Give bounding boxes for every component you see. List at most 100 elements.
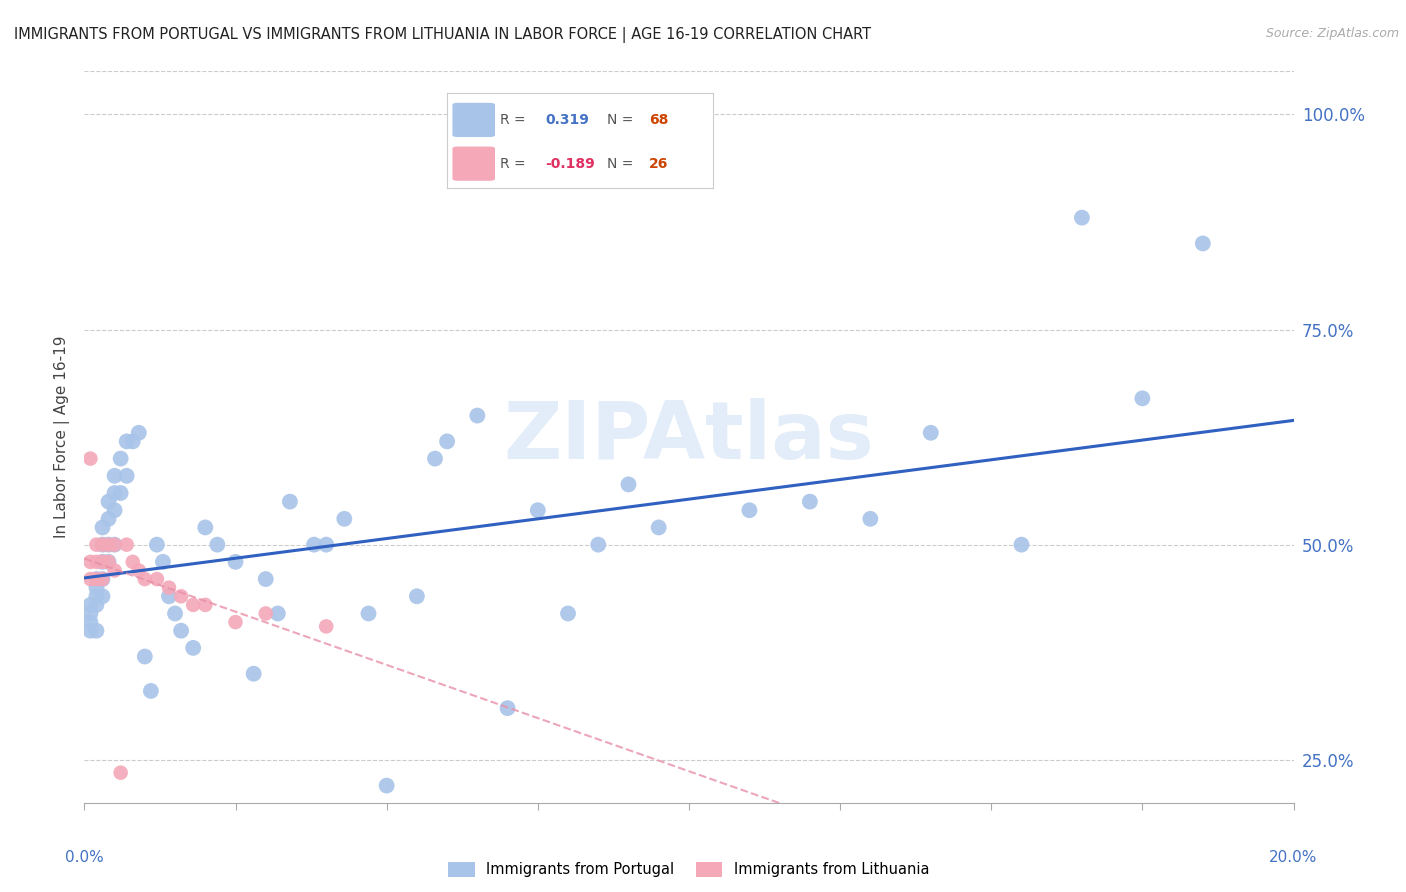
Point [104,538,127,552]
Text: Source: ZipAtlas.com: Source: ZipAtlas.com [1265,27,1399,40]
Point [97,538,120,552]
Point [91,572,114,586]
Y-axis label: In Labor Force | Age 16-19: In Labor Force | Age 16-19 [55,335,70,539]
Legend: Immigrants from Portugal, Immigrants from Lithuania: Immigrants from Portugal, Immigrants fro… [443,856,935,883]
Point [267,607,290,621]
Point [302,538,325,552]
Point [97,555,120,569]
Point [79,607,101,621]
Point [146,538,169,552]
Point [588,538,610,552]
Point [104,468,127,483]
Point [617,477,640,491]
Point [423,451,446,466]
Point [86,572,108,586]
Point [194,598,217,612]
Point [738,503,761,517]
Point [86,581,108,595]
Point [1071,211,1094,225]
Point [104,564,127,578]
Point [859,512,882,526]
Point [97,538,120,552]
Point [225,555,247,569]
Point [1192,236,1215,251]
Point [121,434,143,449]
Point [181,640,204,655]
Point [134,649,156,664]
Point [121,555,143,569]
Point [139,684,162,698]
Point [128,425,150,440]
Point [91,538,114,552]
Point [920,425,942,440]
Point [115,468,138,483]
Point [79,572,101,586]
Point [79,598,101,612]
Point [110,765,132,780]
Point [678,843,700,857]
Point [406,589,429,603]
Point [91,555,114,569]
Point [97,512,120,526]
Point [648,520,671,534]
Point [91,572,114,586]
Point [110,451,132,466]
Point [157,589,180,603]
Point [86,624,108,638]
Point [91,520,114,534]
Point [79,555,101,569]
Point [436,434,458,449]
Point [357,607,380,621]
Point [375,779,398,793]
Point [207,538,229,552]
Text: ZIPAtlas: ZIPAtlas [503,398,875,476]
Point [333,512,356,526]
Point [115,434,138,449]
Point [79,624,101,638]
Point [104,503,127,517]
Point [467,409,489,423]
Point [242,666,264,681]
Point [110,486,132,500]
Point [1130,392,1153,406]
Point [86,538,108,552]
Point [527,503,550,517]
Point [170,624,193,638]
Point [97,555,120,569]
Point [315,538,337,552]
Point [315,619,337,633]
Point [86,572,108,586]
Point [134,572,156,586]
Point [152,555,174,569]
Point [115,538,138,552]
Point [91,555,114,569]
Point [104,538,127,552]
Point [170,589,193,603]
Point [91,589,114,603]
Point [79,451,101,466]
Point [128,564,150,578]
Point [86,555,108,569]
Point [254,572,277,586]
Point [91,538,114,552]
Point [104,486,127,500]
Point [181,598,204,612]
Point [79,615,101,629]
Point [557,607,579,621]
Point [86,589,108,603]
Point [496,701,519,715]
Point [278,494,301,508]
Point [97,494,120,508]
Point [799,494,821,508]
Point [1011,538,1033,552]
Point [194,520,217,534]
Point [157,581,180,595]
Point [165,607,187,621]
Text: 20.0%: 20.0% [1270,850,1317,865]
Text: IMMIGRANTS FROM PORTUGAL VS IMMIGRANTS FROM LITHUANIA IN LABOR FORCE | AGE 16-19: IMMIGRANTS FROM PORTUGAL VS IMMIGRANTS F… [14,27,872,43]
Point [146,572,169,586]
Text: 0.0%: 0.0% [65,850,104,865]
Point [254,607,277,621]
Point [86,598,108,612]
Point [225,615,247,629]
